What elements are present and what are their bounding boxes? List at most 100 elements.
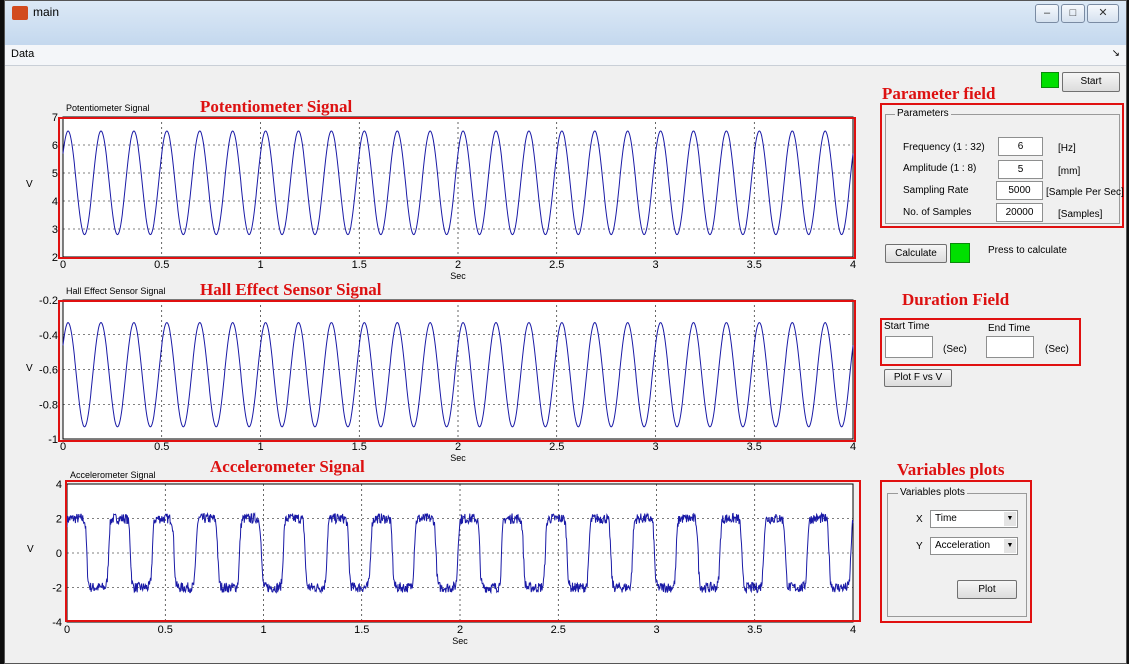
start-indicator-led bbox=[1041, 72, 1059, 88]
menu-data[interactable]: Data bbox=[11, 48, 35, 60]
plot-title: Accelerometer Signal bbox=[70, 470, 156, 480]
x-tick-label: 1 bbox=[257, 441, 263, 453]
x-tick-label: 1 bbox=[260, 624, 266, 636]
x-tick-label: 3 bbox=[652, 259, 658, 271]
y-tick-label: -1 bbox=[48, 434, 58, 446]
y-tick-label: 7 bbox=[52, 112, 58, 124]
y-variable-select[interactable]: Acceleration ▼ bbox=[930, 537, 1018, 555]
sampling-rate-unit: [Sample Per Sec] bbox=[1046, 187, 1124, 198]
y-tick-label: 3 bbox=[52, 224, 58, 236]
end-time-field[interactable] bbox=[986, 336, 1034, 358]
calculate-button[interactable]: Calculate bbox=[885, 244, 947, 263]
annotation-variables-plots: Variables plots bbox=[897, 460, 1005, 479]
minimize-button[interactable]: – bbox=[1035, 4, 1059, 23]
x-tick-label: 1 bbox=[257, 259, 263, 271]
y-tick-label: -0.4 bbox=[39, 330, 58, 342]
x-tick-label: 2.5 bbox=[549, 441, 564, 453]
x-tick-label: 2 bbox=[455, 441, 461, 453]
parameters-title: Parameters bbox=[895, 108, 951, 119]
x-tick-label: 0 bbox=[60, 441, 66, 453]
y-axis-title: V bbox=[27, 544, 34, 555]
x-tick-label: 0 bbox=[60, 259, 66, 271]
y-axis-label: Y bbox=[916, 541, 923, 552]
x-axis-label: X bbox=[916, 514, 923, 525]
x-tick-label: 3.5 bbox=[747, 259, 762, 271]
x-tick-label: 2 bbox=[457, 624, 463, 636]
annotation-hall: Hall Effect Sensor Signal bbox=[200, 280, 382, 299]
x-tick-label: 4 bbox=[850, 441, 856, 453]
x-axis-title: Sec bbox=[452, 636, 468, 646]
x-tick-label: 0 bbox=[64, 624, 70, 636]
x-axis-title: Sec bbox=[450, 271, 466, 281]
frequency-label: Frequency (1 : 32) bbox=[903, 142, 985, 153]
y-variable-value: Acceleration bbox=[935, 540, 991, 551]
maximize-button[interactable]: □ bbox=[1061, 4, 1085, 23]
y-tick-label: -0.8 bbox=[39, 399, 58, 411]
x-tick-label: 2.5 bbox=[551, 624, 566, 636]
calculate-hint: Press to calculate bbox=[988, 245, 1067, 256]
y-tick-label: -0.2 bbox=[39, 295, 58, 307]
window-title: main bbox=[33, 5, 60, 19]
dock-arrow-icon[interactable]: ↘ bbox=[1111, 48, 1120, 59]
x-tick-label: 0.5 bbox=[154, 259, 169, 271]
start-time-label: Start Time bbox=[884, 321, 930, 332]
sampling-rate-field[interactable]: 5000 bbox=[996, 181, 1043, 200]
x-tick-label: 1.5 bbox=[354, 624, 369, 636]
y-tick-label: -0.6 bbox=[39, 365, 58, 377]
y-axis-title: V bbox=[26, 363, 33, 374]
annotation-parameter-field: Parameter field bbox=[882, 84, 996, 103]
y-axis-title: V bbox=[26, 179, 33, 190]
y-tick-label: -2 bbox=[52, 583, 62, 595]
frequency-unit: [Hz] bbox=[1058, 143, 1076, 154]
chevron-down-icon[interactable]: ▼ bbox=[1004, 539, 1016, 553]
annotation-duration-field: Duration Field bbox=[902, 290, 1010, 309]
y-tick-label: 5 bbox=[52, 168, 58, 180]
x-tick-label: 3.5 bbox=[747, 441, 762, 453]
annotation-accelerometer: Accelerometer Signal bbox=[210, 457, 365, 476]
amplitude-label: Amplitude (1 : 8) bbox=[903, 163, 977, 174]
end-time-unit: (Sec) bbox=[1045, 344, 1069, 355]
x-tick-label: 0.5 bbox=[158, 624, 173, 636]
amplitude-field[interactable]: 5 bbox=[998, 160, 1043, 179]
x-tick-label: 3 bbox=[653, 624, 659, 636]
sampling-rate-label: Sampling Rate bbox=[903, 185, 969, 196]
redbox-variables-plots bbox=[880, 480, 1032, 623]
redbox-accelerometer bbox=[65, 480, 861, 622]
x-tick-label: 1.5 bbox=[352, 441, 367, 453]
x-variable-value: Time bbox=[935, 513, 957, 524]
samples-unit: [Samples] bbox=[1058, 209, 1103, 220]
menu-bar: Data ↘ bbox=[5, 45, 1126, 66]
plot-title: Hall Effect Sensor Signal bbox=[66, 286, 165, 296]
y-tick-label: 2 bbox=[56, 514, 62, 526]
samples-field[interactable]: 20000 bbox=[996, 203, 1043, 222]
plot-f-vs-v-button[interactable]: Plot F vs V bbox=[884, 369, 952, 387]
matlab-icon bbox=[12, 6, 28, 20]
x-tick-label: 4 bbox=[850, 624, 856, 636]
close-button[interactable]: ✕ bbox=[1087, 4, 1119, 23]
frequency-field[interactable]: 6 bbox=[998, 137, 1043, 156]
annotation-potentiometer: Potentiometer Signal bbox=[200, 97, 353, 116]
signal-line bbox=[66, 511, 854, 595]
redbox-potentiometer bbox=[58, 117, 856, 259]
parameters-groupbox bbox=[885, 114, 1120, 224]
y-tick-label: -4 bbox=[52, 617, 62, 629]
x-tick-label: 3 bbox=[652, 441, 658, 453]
redbox-parameter-field bbox=[880, 103, 1124, 228]
y-tick-label: 2 bbox=[52, 252, 58, 264]
plot-button[interactable]: Plot bbox=[957, 580, 1017, 599]
start-button[interactable]: Start bbox=[1062, 72, 1120, 92]
x-tick-label: 4 bbox=[850, 259, 856, 271]
y-tick-label: 6 bbox=[52, 140, 58, 152]
variables-title: Variables plots bbox=[898, 487, 967, 498]
x-axis-title: Sec bbox=[450, 453, 466, 463]
x-variable-select[interactable]: Time ▼ bbox=[930, 510, 1018, 528]
start-time-field[interactable] bbox=[885, 336, 933, 358]
redbox-hall bbox=[58, 300, 856, 442]
x-tick-label: 2.5 bbox=[549, 259, 564, 271]
x-tick-label: 0.5 bbox=[154, 441, 169, 453]
x-tick-label: 3.5 bbox=[747, 624, 762, 636]
samples-label: No. of Samples bbox=[903, 207, 972, 218]
chevron-down-icon[interactable]: ▼ bbox=[1004, 512, 1016, 526]
redbox-duration-field bbox=[880, 318, 1081, 366]
